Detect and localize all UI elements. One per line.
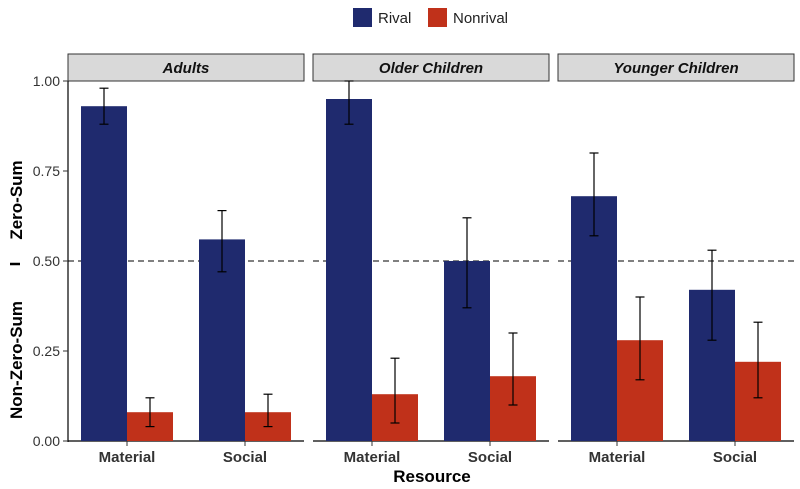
bar-rival-material [81, 106, 127, 441]
x-tick-label-material: Material [99, 449, 156, 466]
legend-label-nonrival: Nonrival [453, 10, 508, 27]
legend: Rival Nonrival [353, 8, 508, 27]
facet-panel-older-children: Older Children Material Social [312, 53, 550, 466]
x-tick-label-social: Social [223, 449, 267, 466]
legend-swatch-nonrival [428, 8, 447, 27]
facet-strip-label: Younger Children [613, 60, 738, 77]
bar-rival-social [199, 239, 245, 441]
y-axis-title-zero-sum: Zero-Sum [7, 160, 26, 239]
facet-strip [312, 53, 550, 82]
facet-strip [67, 53, 305, 82]
y-axis: 0.00 0.25 0.50 0.75 1.00 [33, 73, 69, 449]
facet-panel-adults: Adults Material Social [67, 53, 305, 466]
y-tick-label: 0.50 [33, 253, 60, 269]
facet-panel-younger-children: Younger Children Material Social [557, 53, 795, 466]
y-tick-label: 0.75 [33, 163, 60, 179]
facet-strip-label: Older Children [379, 60, 483, 77]
legend-label-rival: Rival [378, 10, 411, 27]
bar-rival-material [326, 99, 372, 441]
facet-panels: Adults Material Social Older Children Materi… [67, 53, 795, 466]
y-axis-title-non-zero-sum: Non-Zero-Sum [7, 301, 26, 419]
y-tick-label: 0.00 [33, 433, 60, 449]
facet-strip-label: Adults [162, 60, 210, 77]
legend-swatch-rival [353, 8, 372, 27]
y-tick-label: 1.00 [33, 73, 60, 89]
facet-strip [557, 53, 795, 82]
y-tick-label: 0.25 [33, 343, 60, 359]
x-axis-title: Resource [393, 467, 470, 486]
x-tick-label-material: Material [344, 449, 401, 466]
x-tick-label-social: Social [713, 449, 757, 466]
x-tick-label-social: Social [468, 449, 512, 466]
bar-rival-material [571, 196, 617, 441]
x-tick-label-material: Material [589, 449, 646, 466]
